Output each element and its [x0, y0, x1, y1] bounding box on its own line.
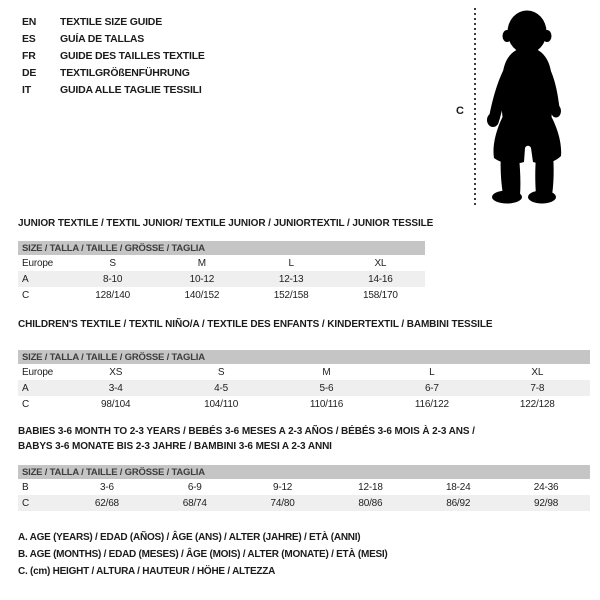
size-cell: XL — [374, 257, 387, 269]
size-cell: 104/110 — [204, 398, 239, 410]
table-row: Europe XS S M L XL — [18, 364, 590, 380]
size-cell: 5-6 — [319, 382, 334, 394]
row-label: Europe — [22, 257, 54, 269]
language-code: ES — [22, 32, 36, 45]
table-row: B 3-6 6-9 9-12 12-18 18-24 24-36 — [18, 479, 590, 495]
children-size-table: SIZE / TALLA / TAILLE / GRÖSSE / TAGLIA … — [18, 350, 590, 412]
size-cell: 12-13 — [278, 273, 304, 285]
table-row: C 128/140 140/152 152/158 158/170 — [18, 287, 425, 303]
guide-title: GUIDA ALLE TAGLIE TESSILI — [60, 83, 202, 96]
table-header-row: SIZE / TALLA / TAILLE / GRÖSSE / TAGLIA — [18, 241, 425, 255]
size-cell: 74/80 — [270, 497, 295, 509]
section-title-babies: BABIES 3-6 MONTH TO 2-3 YEARS / BEBÉS 3-… — [18, 426, 475, 452]
section-title-junior: JUNIOR TEXTILE / TEXTIL JUNIOR/ TEXTILE … — [18, 218, 434, 229]
size-cell: L — [429, 366, 435, 378]
size-cell: 98/104 — [101, 398, 131, 410]
table-row: C 62/68 68/74 74/80 80/86 86/92 92/98 — [18, 495, 590, 511]
language-row-it: IT GUIDA ALLE TAGLIE TESSILI — [22, 81, 205, 98]
size-cell: 152/158 — [273, 289, 309, 301]
footnote-age-months: B. AGE (MONTHS) / EDAD (MESES) / ÂGE (MO… — [18, 549, 388, 560]
size-cell: XL — [531, 366, 544, 378]
language-row-fr: FR GUIDE DES TAILLES TEXTILE — [22, 47, 205, 64]
language-code: DE — [22, 66, 37, 79]
guide-title: GUIDE DES TAILLES TEXTILE — [60, 49, 205, 62]
size-cell: 86/92 — [446, 497, 471, 509]
size-cell: S — [109, 257, 116, 269]
table-row: A 3-4 4-5 5-6 6-7 7-8 — [18, 380, 590, 396]
table-row: C 98/104 104/110 110/116 116/122 122/128 — [18, 396, 590, 412]
size-cell: 140/152 — [184, 289, 220, 301]
language-row-en: EN TEXTILE SIZE GUIDE — [22, 13, 205, 30]
language-row-de: DE TEXTILGRÖßENFÜHRUNG — [22, 64, 205, 81]
language-row-es: ES GUÍA DE TALLAS — [22, 30, 205, 47]
guide-title: TEXTILGRÖßENFÜHRUNG — [60, 66, 190, 79]
babies-size-table: SIZE / TALLA / TAILLE / GRÖSSE / TAGLIA … — [18, 465, 590, 511]
size-cell: 8-10 — [103, 273, 123, 285]
table-header-row: SIZE / TALLA / TAILLE / GRÖSSE / TAGLIA — [18, 350, 590, 364]
size-cell: 9-12 — [272, 481, 293, 493]
size-cell: 6-9 — [187, 481, 202, 493]
height-dotted-line — [474, 8, 476, 208]
row-label: B — [22, 481, 29, 493]
size-cell: 24-36 — [533, 481, 559, 493]
size-cell: M — [322, 366, 331, 378]
size-cell: 3-6 — [99, 481, 114, 493]
row-label: A — [22, 382, 29, 394]
size-cell: 3-4 — [108, 382, 123, 394]
size-cell: XS — [109, 366, 123, 378]
size-cell: 158/170 — [363, 289, 398, 301]
footnote-height-cm: C. (cm) HEIGHT / ALTURA / HAUTEUR / HÖHE… — [18, 566, 276, 577]
row-label: C — [22, 289, 30, 301]
footnote-age-years: A. AGE (YEARS) / EDAD (AÑOS) / ÂGE (ANS)… — [18, 532, 361, 543]
size-cell: 62/68 — [94, 497, 119, 509]
row-label: C — [22, 398, 30, 410]
size-cell: 4-5 — [214, 382, 229, 394]
footnote-legend: A. AGE (YEARS) / EDAD (AÑOS) / ÂGE (ANS)… — [18, 532, 388, 583]
size-cell: 6-7 — [424, 382, 439, 394]
guide-title: TEXTILE SIZE GUIDE — [60, 15, 162, 28]
size-header-bar: SIZE / TALLA / TAILLE / GRÖSSE / TAGLIA — [18, 241, 425, 255]
baby-silhouette-icon — [487, 10, 562, 204]
size-cell: S — [217, 366, 225, 378]
size-cell: 18-24 — [445, 481, 471, 493]
table-row: A 8-10 10-12 12-13 14-16 — [18, 271, 425, 287]
row-label: Europe — [22, 366, 54, 378]
language-code: IT — [22, 83, 31, 96]
size-cell: 68/74 — [182, 497, 207, 509]
language-code: FR — [22, 49, 36, 62]
size-cell: M — [197, 257, 206, 269]
table-header-row: SIZE / TALLA / TAILLE / GRÖSSE / TAGLIA — [18, 465, 590, 479]
language-title-list: EN TEXTILE SIZE GUIDE ES GUÍA DE TALLAS … — [22, 13, 205, 98]
row-label: A — [22, 273, 29, 285]
size-cell: 116/122 — [414, 398, 449, 410]
size-cell: 92/98 — [534, 497, 559, 509]
size-cell: 7-8 — [530, 382, 545, 394]
size-cell: 14-16 — [368, 273, 393, 285]
junior-size-table: SIZE / TALLA / TAILLE / GRÖSSE / TAGLIA … — [18, 241, 425, 303]
size-cell: 12-18 — [358, 481, 383, 493]
size-header-bar: SIZE / TALLA / TAILLE / GRÖSSE / TAGLIA — [18, 465, 590, 479]
size-cell: 110/116 — [309, 398, 344, 410]
size-cell: 122/128 — [519, 398, 555, 410]
size-cell: 80/86 — [358, 497, 383, 509]
section-title-children: CHILDREN'S TEXTILE / TEXTIL NIÑO/A / TEX… — [18, 319, 493, 330]
size-cell: L — [288, 257, 294, 269]
guide-title: GUÍA DE TALLAS — [60, 32, 145, 45]
row-label: C — [22, 497, 30, 509]
size-cell: 10-12 — [189, 273, 215, 285]
size-header-bar: SIZE / TALLA / TAILLE / GRÖSSE / TAGLIA — [18, 350, 590, 364]
language-code: EN — [22, 15, 37, 28]
height-measure-label: C — [456, 105, 464, 117]
table-row: Europe S M L XL — [18, 255, 425, 271]
size-cell: 128/140 — [95, 289, 130, 301]
